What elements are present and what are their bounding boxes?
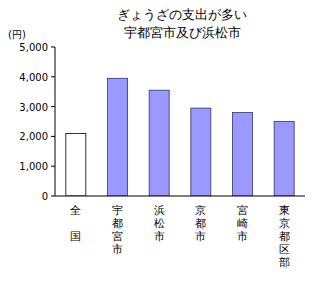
y-tick	[51, 76, 55, 77]
y-tick	[51, 136, 55, 137]
x-tick-label: 東京都区部	[279, 204, 290, 269]
y-tick-label: 3,000	[19, 102, 48, 113]
y-tick	[51, 47, 55, 48]
y-tick	[51, 106, 55, 107]
y-axis	[55, 47, 56, 196]
x-tick-label: 京都市	[195, 204, 206, 243]
y-tick	[51, 166, 55, 167]
bar	[191, 108, 211, 196]
chart-svg: ぎょうざの支出が多い宇都宮市及び浜松市 (円) 0 1,000 2,000 3,000 4,…	[0, 0, 326, 287]
x-tick-label: 宮崎市	[237, 204, 248, 243]
x-tick-label: 全国	[70, 204, 81, 243]
y-tick	[51, 196, 55, 197]
y-tick-label: 2,000	[19, 131, 48, 142]
y-axis-label: (円)	[8, 29, 26, 40]
y-tick-label: 0	[42, 191, 48, 202]
bar	[233, 113, 253, 196]
title: ぎょうざの支出が多い	[117, 7, 247, 22]
y-tick-label: 4,000	[19, 72, 48, 83]
x-axis	[55, 196, 305, 197]
bar	[66, 133, 86, 196]
x-tick-label: 宇都宮市	[112, 204, 123, 256]
subtitle: 宇都宮市及び浜松市	[124, 25, 241, 40]
bar	[149, 90, 169, 196]
x-tick-label: 浜松市	[154, 204, 165, 243]
bars	[66, 78, 294, 196]
bar	[108, 78, 128, 196]
chart-container: ぎょうざの支出が多い宇都宮市及び浜松市 (円) 0 1,000 2,000 3,000 4,…	[0, 0, 326, 287]
y-tick-label: 5,000	[19, 42, 48, 53]
bar	[274, 122, 294, 197]
y-tick-label: 1,000	[19, 161, 48, 172]
